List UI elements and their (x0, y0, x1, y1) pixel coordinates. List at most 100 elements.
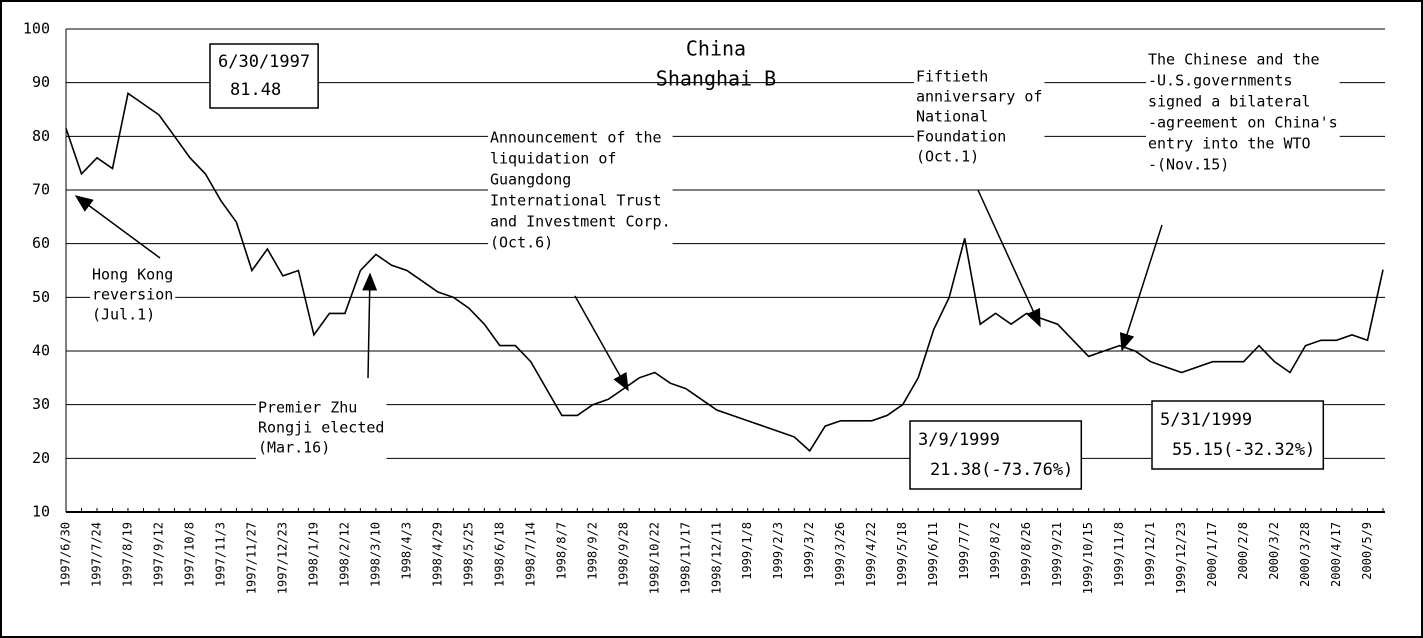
annotation-text: entry into the WTO (1148, 135, 1311, 153)
annotation-text: signed a bilateral (1148, 93, 1311, 111)
annotation-bg (914, 66, 1045, 168)
x-tick-label: 1997/8/19 (120, 522, 134, 587)
annotation-text: and Investment Corp. (490, 213, 671, 231)
x-tick-label: 1998/3/10 (368, 522, 382, 587)
annotation: 6/30/1997 81.48 (209, 43, 319, 109)
x-tick-label: 1998/2/12 (337, 522, 351, 587)
annotation-text: liquidation of (490, 150, 616, 168)
annotation-bg (90, 264, 176, 326)
annotation-bg (209, 43, 319, 109)
annotation-text: anniversary of (916, 88, 1042, 106)
x-tick-label: 1998/9/2 (585, 522, 599, 580)
annotation-text: Premier Zhu (258, 399, 357, 417)
annotation: Announcement of the liquidation of Guangdo… (488, 126, 673, 255)
x-tick-label: 1999/12/1 (1143, 522, 1157, 587)
annotation-text: (Oct.6) (490, 234, 553, 252)
annotation-text: -U.S.governments (1148, 72, 1293, 90)
annotation: Premier Zhu Rongji elected (Mar.16) (256, 397, 387, 459)
annotation-text: 21.38(-73.76%) (930, 460, 1073, 480)
x-tick-label: 2000/4/17 (1329, 522, 1343, 587)
x-tick-label: 1997/10/8 (182, 522, 196, 587)
x-tick-label: 1999/9/21 (1050, 522, 1064, 587)
y-tick-label: 60 (32, 234, 50, 252)
x-tick-label: 1999/8/26 (1019, 522, 1033, 587)
x-tick-label: 2000/2/8 (1236, 522, 1250, 580)
y-tick-label: 80 (32, 127, 50, 145)
annotation: 5/31/1999 55.15(-32.32%) (1151, 400, 1325, 470)
x-tick-label: 1999/11/8 (1112, 522, 1126, 587)
x-tick-label: 1998/12/11 (709, 522, 723, 594)
x-tick-label: 1999/5/18 (895, 522, 909, 587)
annotation-text: (Jul.1) (92, 306, 155, 324)
x-tick-label: 2000/1/17 (1205, 522, 1219, 587)
annotation-text: reversion (92, 286, 173, 304)
annotation-text: 81.48 (230, 80, 281, 100)
annotation-bg (488, 126, 673, 255)
annotation-text: Foundation (916, 128, 1006, 146)
x-tick-label: 1998/9/28 (616, 522, 630, 587)
y-tick-label: 50 (32, 288, 50, 306)
x-tick-label: 1999/3/2 (802, 522, 816, 580)
annotation-text: 6/30/1997 (218, 52, 310, 72)
x-tick-label: 2000/3/28 (1298, 522, 1312, 587)
y-tick-label: 70 (32, 181, 50, 199)
x-tick-label: 1999/7/7 (957, 522, 971, 580)
x-tick-label: 1997/11/3 (213, 522, 227, 587)
chart-title: China (686, 37, 746, 61)
annotation: The Chinese and the -U.S.governments signe… (1146, 48, 1340, 177)
x-tick-label: 1998/4/29 (430, 522, 444, 587)
annotation-text: 55.15(-32.32%) (1172, 440, 1315, 460)
y-tick-label: 100 (23, 20, 50, 38)
annotation-text: (Oct.1) (916, 148, 979, 166)
x-tick-label: 1998/4/3 (399, 522, 413, 580)
annotation-bg (256, 397, 387, 459)
annotation-text: 3/9/1999 (918, 430, 1000, 450)
y-tick-label: 30 (32, 395, 50, 413)
x-tick-label: 1999/1/8 (740, 522, 754, 580)
annotation-text: Guangdong (490, 171, 571, 189)
annotation-bg (1151, 400, 1325, 470)
annotation-text: -agreement on China's (1148, 114, 1338, 132)
annotation-text: Hong Kong (92, 266, 173, 284)
x-tick-label: 1999/8/2 (988, 522, 1002, 580)
x-tick-label: 1998/8/7 (554, 522, 568, 580)
x-tick-label: 1998/11/17 (678, 522, 692, 594)
x-tick-label: 1999/4/22 (864, 522, 878, 587)
y-tick-label: 40 (32, 342, 50, 360)
x-tick-label: 1999/6/11 (926, 522, 940, 587)
annotation-bg (909, 420, 1083, 490)
y-tick-label: 90 (32, 73, 50, 91)
x-tick-label: 1999/2/3 (771, 522, 785, 580)
annotation-bg (1146, 48, 1340, 177)
x-tick-label: 1997/11/27 (244, 522, 258, 594)
x-tick-label: 1999/12/23 (1174, 522, 1188, 594)
x-tick-label: 1997/9/12 (151, 522, 165, 587)
line-series (65, 92, 1384, 453)
annotation-text: National (916, 108, 988, 126)
annotation: Fiftieth anniversary of National Foundation… (914, 66, 1045, 168)
x-tick-label: 1998/1/19 (306, 522, 320, 587)
annotation-text: 5/31/1999 (1160, 410, 1252, 430)
x-tick-label: 1997/7/24 (89, 522, 103, 587)
annotation-text: Rongji elected (258, 419, 384, 437)
annotation-text: International Trust (490, 192, 662, 210)
x-tick-label: 1998/7/14 (523, 522, 537, 587)
annotation-text: Announcement of the (490, 129, 662, 147)
x-tick-label: 1997/12/23 (275, 522, 289, 594)
y-tick-label: 10 (32, 503, 50, 521)
annotation-text: Fiftieth (916, 68, 988, 86)
x-tick-label: 1997/6/30 (59, 522, 73, 587)
arrows (74, 189, 1163, 392)
x-tick-label: 1998/6/18 (492, 522, 506, 587)
annotation-text: (Mar.16) (258, 439, 330, 457)
x-tick-label: 2000/3/2 (1267, 522, 1281, 580)
chart-subtitle: Shanghai B (656, 67, 776, 91)
annotation: 3/9/1999 21.38(-73.76%) (909, 420, 1083, 490)
x-tick-label: 1998/5/25 (461, 522, 475, 587)
x-tick-label: 1998/10/22 (647, 522, 661, 594)
x-tick-label: 1999/10/15 (1081, 522, 1095, 594)
annotation-text: The Chinese and the (1148, 51, 1320, 69)
annotation-text: -(Nov.15) (1148, 156, 1229, 174)
